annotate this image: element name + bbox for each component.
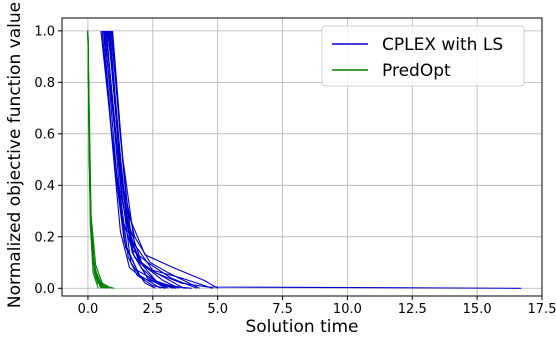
legend-label-predopt: PredOpt [382,61,451,81]
y-tick-label: 0.2 [34,230,55,245]
y-tick-label: 0.6 [34,127,55,142]
x-tick-label: 7.5 [272,302,293,317]
x-tick-label: 12.5 [398,302,427,317]
series-line-cplex [110,30,213,289]
x-tick-label: 2.5 [142,302,163,317]
x-tick-label: 10.0 [333,302,362,317]
series-line-cplex [104,30,161,289]
y-axis-label: Normalized objective function value [5,2,25,308]
series-line-cplex [112,30,169,289]
y-axis-ticks: 0.0 0.2 0.4 0.6 0.8 1.0 [34,24,62,297]
y-tick-label: 0.4 [34,179,55,194]
series-line-cplex [108,30,156,289]
y-tick-label: 0.0 [34,282,55,297]
series-line-cplex [105,30,187,289]
plot-lines [87,30,522,289]
series-line-cplex [102,30,177,289]
plot-frame [61,17,543,297]
x-axis-label: Solution time [245,317,358,337]
series-line-predopt [87,30,108,289]
x-tick-label: 0.0 [78,302,99,317]
legend: CPLEX with LS PredOpt [321,25,525,87]
x-tick-label: 15.0 [463,302,492,317]
legend-label-cplex: CPLEX with LS [382,35,503,55]
series-line-cplex [106,30,166,289]
x-tick-label: 5.0 [207,302,228,317]
series-line-cplex [111,30,185,289]
y-tick-label: 1.0 [34,24,55,39]
y-tick-label: 0.8 [34,76,55,91]
legend-box [321,25,525,87]
x-axis-ticks: 0.0 2.5 5.0 7.5 10.0 12.5 15.0 17.5 [78,296,556,317]
x-tick-label: 17.5 [528,302,556,317]
